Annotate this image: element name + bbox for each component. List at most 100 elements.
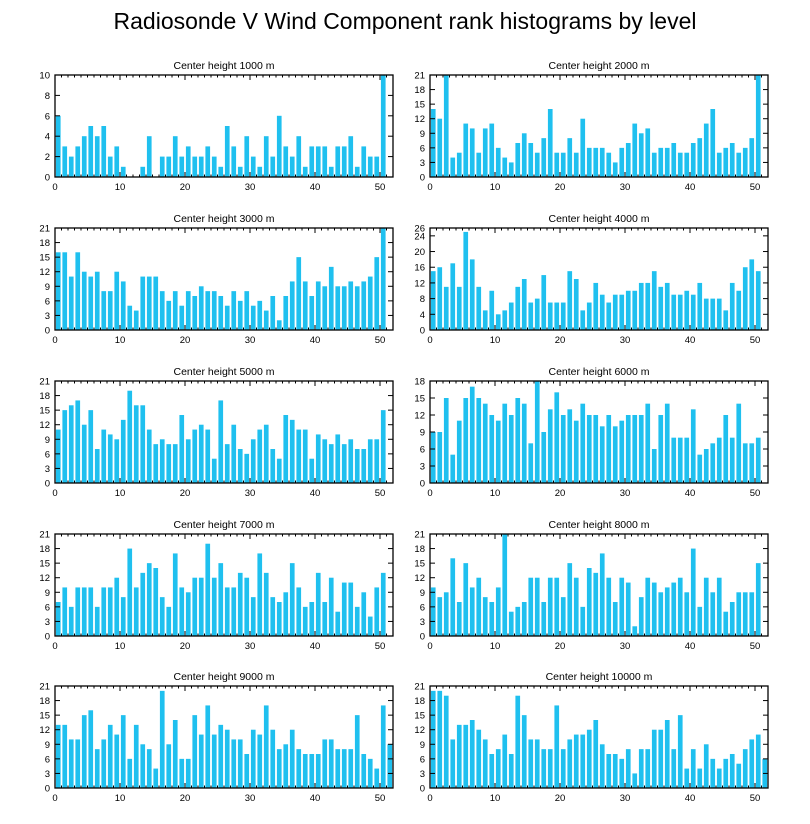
panel-title: Center height 7000 m — [174, 519, 275, 531]
histogram-bar — [328, 444, 334, 483]
histogram-bar — [88, 410, 94, 483]
y-tick-label: 15 — [39, 711, 50, 722]
histogram-bar — [140, 744, 146, 788]
y-tick-label: 6 — [420, 143, 425, 154]
x-tick-label: 20 — [180, 641, 191, 652]
histogram-bar — [469, 386, 475, 483]
y-tick-label: 6 — [45, 449, 50, 460]
histogram-bar — [586, 729, 592, 788]
x-tick-label: 50 — [750, 641, 761, 652]
histogram-bar — [580, 606, 586, 636]
histogram-bar — [146, 563, 152, 636]
y-tick-label: 2 — [45, 152, 50, 163]
histogram-bar — [348, 439, 354, 483]
x-tick-label: 20 — [180, 793, 191, 804]
histogram-bar — [302, 281, 308, 330]
histogram-bar — [62, 146, 68, 177]
histogram-bar — [341, 582, 347, 636]
histogram-bar — [547, 109, 553, 177]
y-tick-label: 3 — [45, 311, 50, 322]
y-tick-label: 16 — [414, 263, 425, 274]
histogram-bar — [283, 592, 289, 636]
histogram-bar — [62, 252, 68, 330]
histogram-bar — [101, 429, 107, 483]
histogram-bar — [560, 152, 566, 177]
histogram-bar — [114, 439, 120, 483]
histogram-bar — [502, 534, 508, 636]
histogram-bar — [638, 597, 644, 636]
histogram-bar — [723, 147, 729, 177]
histogram-bar — [244, 577, 250, 636]
histogram-bar — [120, 281, 126, 330]
histogram-bar — [218, 400, 224, 483]
histogram-bar — [625, 290, 631, 330]
x-tick-label: 20 — [180, 488, 191, 499]
histogram-bar — [534, 381, 540, 483]
histogram-bar — [716, 577, 722, 636]
histogram-bar — [361, 146, 367, 177]
histogram-bar — [541, 432, 547, 483]
histogram-bar — [450, 558, 456, 636]
histogram-bar — [367, 439, 373, 483]
histogram-bar — [586, 568, 592, 636]
histogram-bar — [534, 298, 540, 330]
histogram-bar — [456, 420, 462, 483]
histogram-bar — [671, 437, 677, 483]
x-tick-label: 10 — [490, 335, 501, 346]
histogram-bar — [140, 166, 146, 177]
histogram-bar — [437, 597, 443, 636]
histogram-bar — [367, 758, 373, 788]
histogram-bar — [502, 157, 508, 177]
y-tick-label: 24 — [414, 231, 425, 242]
histogram-bar — [729, 143, 735, 177]
histogram-bar — [354, 449, 360, 483]
x-tick-label: 0 — [52, 793, 57, 804]
histogram-bar — [94, 449, 100, 483]
histogram-bar — [302, 166, 308, 177]
histogram-bar — [62, 410, 68, 483]
y-tick-label: 18 — [414, 696, 425, 707]
y-tick-label: 6 — [420, 602, 425, 613]
histogram-bar — [81, 587, 87, 636]
histogram-bar — [276, 115, 282, 177]
histogram-bar — [296, 749, 302, 788]
histogram-bar — [573, 279, 579, 330]
histogram-bar — [547, 577, 553, 636]
histogram-bar — [231, 739, 237, 788]
histogram-bar — [742, 267, 748, 330]
histogram-bar — [606, 152, 612, 177]
histogram-bar — [651, 582, 657, 636]
histogram-bar — [632, 123, 638, 177]
histogram-bar — [153, 276, 159, 330]
y-tick-label: 18 — [39, 696, 50, 707]
histogram-bar — [554, 152, 560, 177]
histogram-bar — [218, 724, 224, 788]
histogram-bar — [430, 109, 436, 177]
x-tick-label: 30 — [245, 793, 256, 804]
histogram-bar — [341, 146, 347, 177]
histogram-bar — [606, 754, 612, 788]
y-tick-label: 3 — [45, 769, 50, 780]
histogram-bar — [276, 602, 282, 636]
histogram-bar — [528, 143, 534, 177]
histogram-bar — [723, 611, 729, 636]
histogram-bar — [81, 136, 87, 177]
histogram-bar — [677, 577, 683, 636]
histogram-bar — [599, 553, 605, 636]
histogram-bar — [645, 282, 651, 330]
histogram-bar — [619, 147, 625, 177]
y-tick-label: 3 — [420, 617, 425, 628]
histogram-bar — [677, 437, 683, 483]
histogram-bar — [153, 768, 159, 788]
histogram-bar — [632, 290, 638, 330]
histogram-bar — [586, 147, 592, 177]
histogram-bar — [361, 281, 367, 330]
histogram-bar — [723, 310, 729, 330]
histogram-bar — [328, 577, 334, 636]
histogram-bar — [547, 749, 553, 788]
histogram-bar — [380, 410, 386, 483]
x-tick-label: 30 — [245, 641, 256, 652]
histogram-bar — [729, 437, 735, 483]
histogram-bar — [697, 454, 703, 483]
